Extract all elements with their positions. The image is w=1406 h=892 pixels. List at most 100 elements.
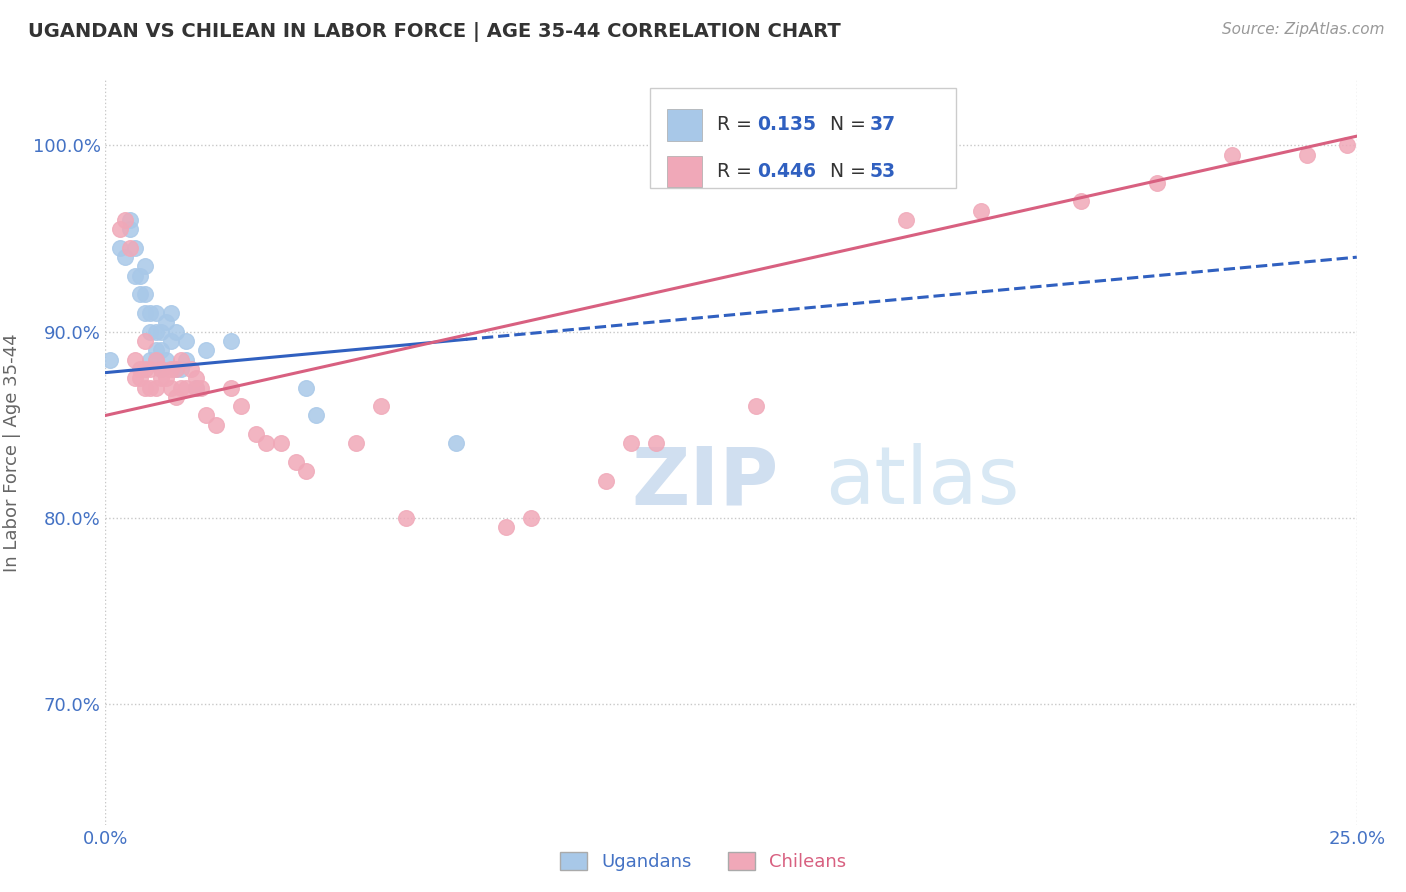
Point: [1336, 138, 1358, 153]
Text: N =: N =: [830, 115, 872, 135]
FancyBboxPatch shape: [668, 110, 703, 141]
FancyBboxPatch shape: [668, 155, 703, 186]
Point: [159, 380, 181, 394]
Text: N =: N =: [830, 161, 872, 181]
Legend: Ugandans, Chileans: Ugandans, Chileans: [553, 845, 853, 879]
Point: [229, 399, 252, 413]
Point: [294, 380, 316, 394]
Point: [184, 371, 207, 385]
Point: [100, 352, 122, 367]
Text: R =: R =: [717, 115, 758, 135]
Point: [110, 222, 132, 236]
Point: [134, 260, 156, 274]
Text: Source: ZipAtlas.com: Source: ZipAtlas.com: [1222, 22, 1385, 37]
Point: [645, 436, 668, 450]
Point: [129, 287, 152, 301]
Point: [174, 380, 197, 394]
Point: [139, 352, 162, 367]
Point: [139, 380, 162, 394]
Text: 53: 53: [870, 161, 896, 181]
Point: [134, 287, 156, 301]
Point: [305, 409, 328, 423]
Point: [370, 399, 392, 413]
Point: [129, 371, 152, 385]
Point: [204, 417, 226, 432]
Point: [124, 352, 146, 367]
Point: [139, 306, 162, 320]
Point: [145, 306, 167, 320]
Text: 37: 37: [870, 115, 896, 135]
Point: [219, 334, 242, 348]
Point: [145, 352, 167, 367]
Point: [1295, 148, 1317, 162]
Point: [1220, 148, 1243, 162]
Point: [149, 371, 172, 385]
Point: [344, 436, 367, 450]
Point: [129, 268, 152, 283]
Point: [184, 380, 207, 394]
Point: [124, 371, 146, 385]
Point: [149, 362, 172, 376]
Point: [165, 362, 187, 376]
Point: [124, 268, 146, 283]
Point: [114, 250, 136, 264]
Point: [159, 334, 181, 348]
Point: [245, 427, 267, 442]
Point: [254, 436, 277, 450]
Text: ZIP: ZIP: [631, 443, 779, 522]
Point: [395, 511, 418, 525]
Point: [184, 380, 207, 394]
Point: [145, 325, 167, 339]
Point: [134, 362, 156, 376]
Point: [219, 380, 242, 394]
Point: [595, 474, 617, 488]
Point: [145, 380, 167, 394]
Point: [180, 362, 202, 376]
Point: [169, 380, 191, 394]
Point: [169, 352, 191, 367]
Text: 0.446: 0.446: [758, 161, 817, 181]
Point: [745, 399, 768, 413]
Text: UGANDAN VS CHILEAN IN LABOR FORCE | AGE 35-44 CORRELATION CHART: UGANDAN VS CHILEAN IN LABOR FORCE | AGE …: [28, 22, 841, 42]
Point: [134, 334, 156, 348]
Point: [495, 520, 517, 534]
Point: [149, 325, 172, 339]
Point: [174, 334, 197, 348]
Point: [149, 343, 172, 358]
FancyBboxPatch shape: [650, 87, 956, 188]
Point: [620, 436, 643, 450]
Point: [155, 352, 177, 367]
Point: [155, 371, 177, 385]
Point: [169, 362, 191, 376]
Point: [139, 362, 162, 376]
Point: [284, 455, 307, 469]
Text: R =: R =: [717, 161, 758, 181]
Y-axis label: In Labor Force | Age 35-44: In Labor Force | Age 35-44: [3, 334, 21, 572]
Point: [159, 306, 181, 320]
Point: [114, 213, 136, 227]
Point: [120, 213, 142, 227]
Point: [120, 241, 142, 255]
Point: [120, 222, 142, 236]
Point: [149, 362, 172, 376]
Point: [174, 352, 197, 367]
Text: atlas: atlas: [825, 443, 1019, 522]
Point: [129, 362, 152, 376]
Text: 0.135: 0.135: [758, 115, 817, 135]
Point: [139, 325, 162, 339]
Point: [270, 436, 292, 450]
Point: [134, 380, 156, 394]
Point: [145, 343, 167, 358]
Point: [165, 390, 187, 404]
Point: [896, 213, 918, 227]
Point: [1070, 194, 1092, 209]
Point: [194, 409, 217, 423]
Point: [124, 241, 146, 255]
Point: [520, 511, 543, 525]
Point: [110, 241, 132, 255]
Point: [444, 436, 467, 450]
Point: [155, 315, 177, 329]
Point: [294, 464, 316, 478]
Point: [159, 362, 181, 376]
Point: [190, 380, 212, 394]
